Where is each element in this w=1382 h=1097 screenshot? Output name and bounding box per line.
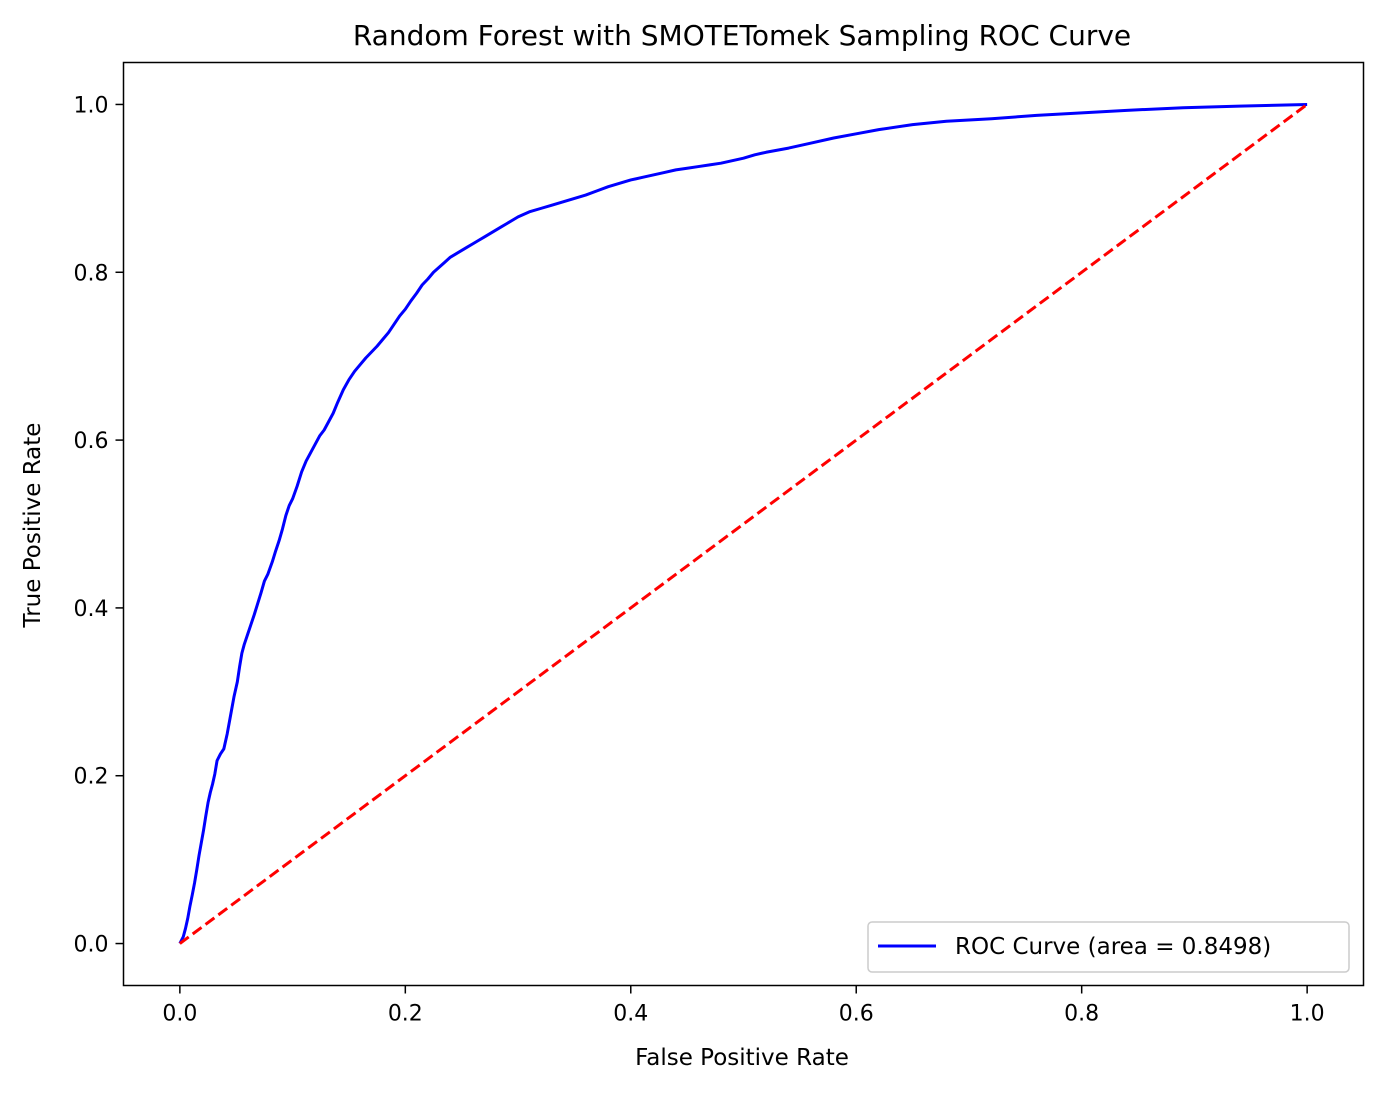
y-tick-label: 1.0 [74, 93, 109, 118]
y-tick-label: 0.0 [74, 933, 109, 958]
plot-frame [122, 61, 1365, 987]
x-tick-label: 0.4 [613, 1002, 648, 1027]
legend-label-roc-curve: ROC Curve (area = 0.8498) [955, 934, 1271, 960]
x-axis-label: False Positive Rate [635, 1045, 849, 1071]
series-layer [178, 102, 1309, 945]
x-tick-label: 0.2 [388, 1002, 423, 1027]
y-tick-label: 0.4 [74, 597, 109, 622]
y-axis-label: True Positive Rate [20, 423, 46, 629]
roc-curve-line [178, 102, 1308, 945]
y-tick-label: 0.8 [74, 261, 109, 286]
x-tick-label: 0.0 [162, 1002, 197, 1027]
chart-title: Random Forest with SMOTETomek Sampling R… [353, 19, 1131, 52]
legend-box [867, 921, 1350, 973]
legend: ROC Curve (area = 0.8498) [867, 921, 1350, 973]
chance-diagonal-line [178, 103, 1309, 945]
x-tick-label: 1.0 [1290, 1002, 1325, 1027]
y-tick-label: 0.2 [74, 765, 109, 790]
x-tick-label: 0.6 [839, 1002, 874, 1027]
y-tick-label: 0.6 [74, 429, 109, 454]
x-axis-ticks: 0.0 0.2 0.4 0.6 0.8 1.0 [162, 985, 1325, 1027]
x-tick-label: 0.8 [1064, 1002, 1099, 1027]
y-axis-ticks: 0.0 0.2 0.4 0.6 0.8 1.0 [74, 93, 124, 958]
